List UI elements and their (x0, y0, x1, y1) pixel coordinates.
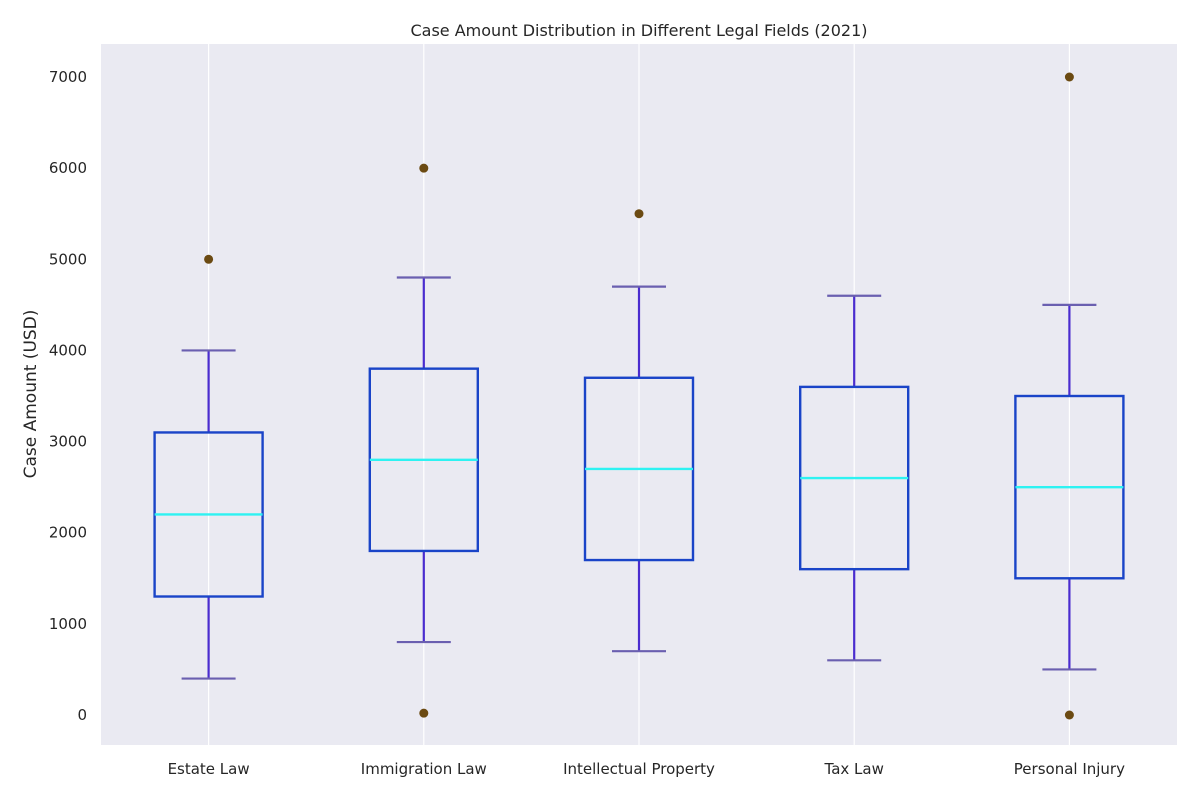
outlier-point (419, 163, 429, 173)
y-tick-label: 4000 (49, 341, 87, 359)
y-tick-label: 1000 (49, 615, 87, 633)
outlier-point (1064, 72, 1074, 82)
x-tick-label: Tax Law (824, 760, 884, 778)
x-tick-label: Immigration Law (361, 760, 487, 778)
y-axis-label: Case Amount (USD) (21, 310, 41, 479)
box-group (799, 294, 910, 662)
y-tick-label: 0 (77, 706, 87, 724)
outlier-point (204, 254, 214, 264)
y-tick-label: 7000 (49, 68, 87, 86)
outlier-point (1064, 710, 1074, 720)
outlier-point (419, 708, 429, 718)
x-tick-label: Intellectual Property (563, 760, 715, 778)
x-tick-label: Estate Law (168, 760, 250, 778)
y-axis-ticks: 0 1000 2000 3000 4000 5000 6000 7000 (49, 68, 87, 724)
y-tick-label: 3000 (49, 433, 87, 451)
boxes (153, 72, 1125, 720)
x-tick-label: Personal Injury (1014, 760, 1125, 778)
y-tick-label: 5000 (49, 250, 87, 268)
chart-title: Case Amount Distribution in Different Le… (410, 21, 867, 40)
box-group (368, 163, 479, 718)
y-tick-label: 2000 (49, 524, 87, 542)
box-group (153, 254, 264, 680)
x-axis-ticks: Estate Law Immigration Law Intellectual Pr… (168, 760, 1126, 778)
outlier-point (634, 209, 644, 219)
y-tick-label: 6000 (49, 159, 87, 177)
box-group (1014, 72, 1125, 720)
box-group (583, 209, 695, 653)
